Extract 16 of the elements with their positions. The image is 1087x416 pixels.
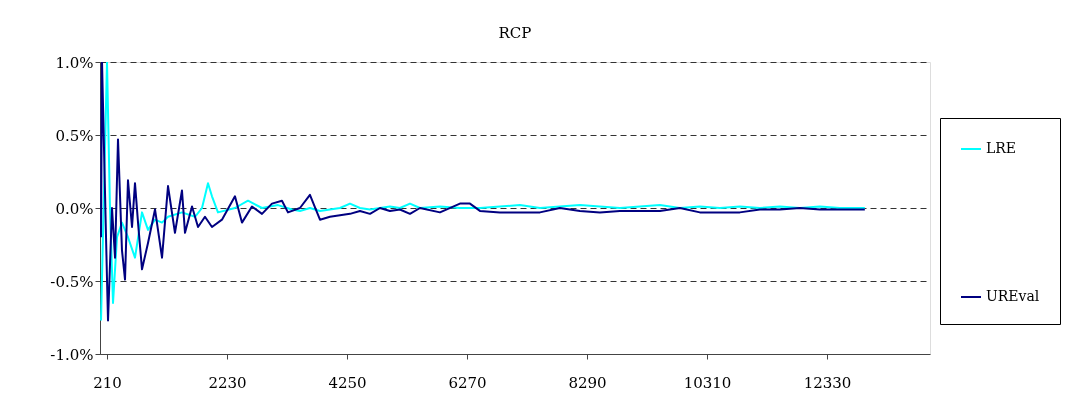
line-series [100, 62, 866, 322]
x-tick-label: 210 [93, 373, 122, 392]
x-tick-label: 6270 [448, 373, 487, 392]
x-tick-label: 4250 [328, 373, 367, 392]
x-tick-label: 10310 [683, 373, 732, 392]
x-tick-label: 12330 [803, 373, 852, 392]
y-tick-label: -1.0% [50, 345, 94, 364]
y-tick-label: 0.5% [55, 126, 94, 145]
x-tick-label: 8290 [568, 373, 607, 392]
legend-label: UREval [986, 288, 1040, 304]
y-tick-label: -0.5% [50, 272, 94, 291]
chart-title: RCP [498, 24, 532, 42]
y-tick-label: 0.0% [55, 199, 94, 218]
y-tick-label: 1.0% [55, 53, 94, 72]
x-tick-label: 2230 [208, 373, 247, 392]
legend-label: LRE [986, 140, 1017, 156]
